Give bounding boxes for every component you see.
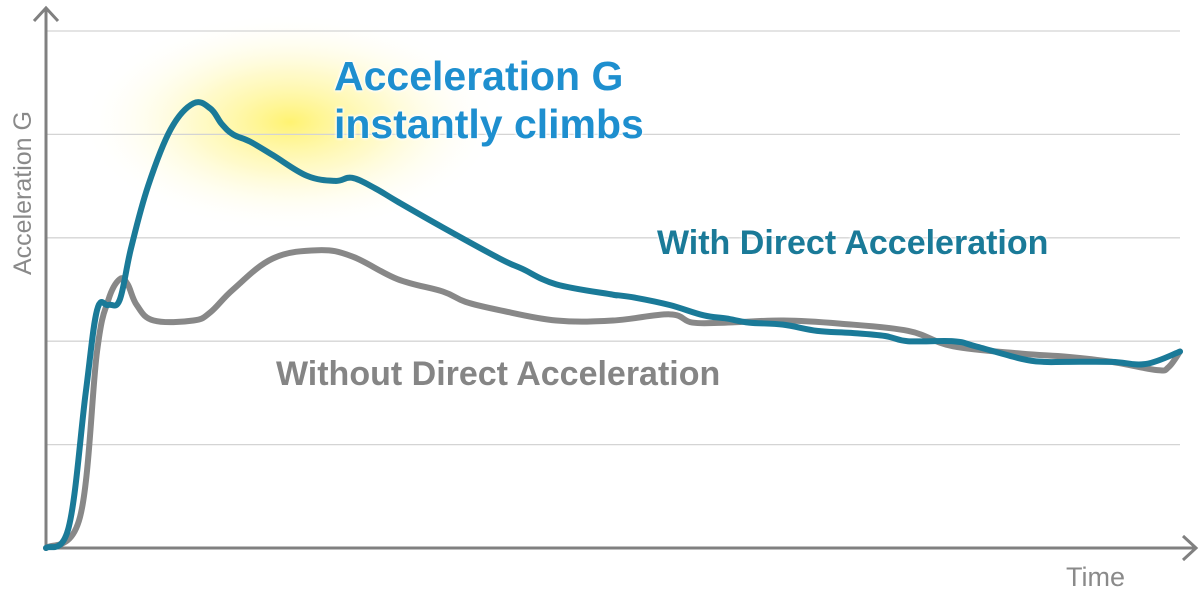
highlight-glow — [80, 12, 500, 232]
y-axis-arrow-icon — [32, 5, 60, 23]
legend-label-with: With Direct Acceleration — [657, 224, 1049, 262]
gridlines — [46, 30, 1180, 446]
y-axis-label: Acceleration G — [9, 111, 37, 275]
series-with-direct-acceleration — [43, 99, 1183, 551]
annotation-line-1: Acceleration G — [334, 53, 624, 99]
legend-label-without: Without Direct Acceleration — [276, 355, 721, 393]
annotation-callout: Acceleration G instantly climbs — [334, 52, 644, 148]
annotation-line-2: instantly climbs — [334, 101, 644, 147]
x-axis-arrow-icon — [1181, 534, 1199, 562]
axes — [32, 5, 1199, 562]
x-axis-label: Time — [1066, 562, 1125, 592]
